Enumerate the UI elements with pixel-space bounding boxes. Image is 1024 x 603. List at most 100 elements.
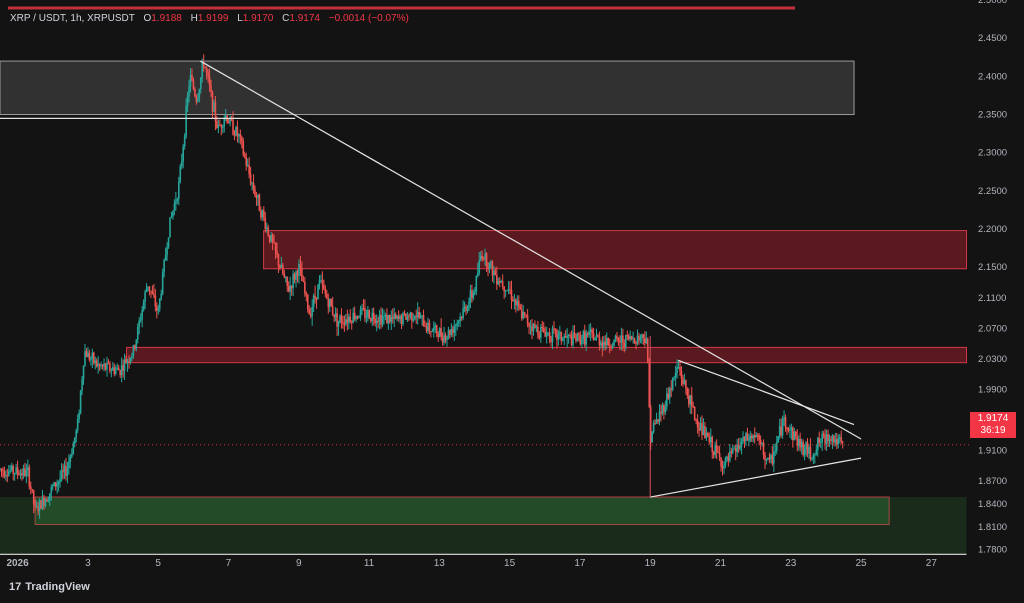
candle-body bbox=[633, 338, 636, 344]
candle-body bbox=[707, 432, 709, 437]
candle-body bbox=[425, 326, 428, 331]
candle-body bbox=[756, 434, 759, 436]
candle-body bbox=[682, 378, 684, 384]
candle-body bbox=[85, 351, 88, 358]
candle-body bbox=[781, 419, 784, 436]
candle-body bbox=[81, 379, 83, 391]
candle-body bbox=[91, 352, 94, 359]
candle-body bbox=[730, 451, 733, 454]
candle-body bbox=[173, 203, 176, 211]
candle-body bbox=[438, 328, 441, 338]
candle-body bbox=[515, 299, 517, 306]
candle-body bbox=[179, 166, 182, 182]
symbol-label[interactable]: XRP / USDT, 1h, XRPUSDT bbox=[10, 13, 135, 24]
candle-body bbox=[94, 360, 97, 363]
candle-body bbox=[721, 466, 724, 469]
candle-body bbox=[331, 306, 334, 315]
candle-body bbox=[689, 395, 692, 405]
candle-body bbox=[270, 235, 272, 242]
candle-body bbox=[469, 290, 472, 302]
candle-body bbox=[224, 115, 227, 119]
candle-body bbox=[701, 422, 703, 435]
candle-body bbox=[415, 316, 418, 318]
candle-body bbox=[812, 455, 815, 459]
candle-body bbox=[622, 335, 624, 344]
candle-body bbox=[197, 98, 199, 102]
candle-body bbox=[734, 448, 737, 452]
x-tick-label: 17 bbox=[574, 558, 586, 569]
candle-body bbox=[391, 316, 394, 319]
candle-body bbox=[268, 235, 271, 242]
candle-body bbox=[664, 406, 667, 413]
candle-body bbox=[44, 499, 47, 506]
candle-body bbox=[462, 308, 464, 319]
candle-body bbox=[16, 467, 19, 474]
candle-body bbox=[657, 419, 659, 422]
candle-body bbox=[227, 122, 230, 124]
candle-body bbox=[824, 435, 826, 444]
candle-body bbox=[292, 274, 294, 289]
candle-body bbox=[600, 342, 602, 346]
candle-body bbox=[339, 315, 341, 321]
candle-body bbox=[805, 442, 807, 449]
candle-body bbox=[157, 308, 160, 311]
candle-body bbox=[797, 439, 800, 446]
candle-body bbox=[610, 347, 612, 349]
candle-body bbox=[685, 380, 687, 389]
candle-body bbox=[217, 125, 220, 128]
candle-body bbox=[367, 310, 369, 317]
tradingview-brand[interactable]: 17 TradingView bbox=[9, 581, 90, 593]
candle-body bbox=[358, 317, 360, 319]
candle-body bbox=[838, 437, 841, 439]
candle-body bbox=[644, 338, 646, 344]
y-tick-label: 2.0700 bbox=[978, 323, 1007, 334]
candle-body bbox=[525, 314, 527, 316]
candle-body bbox=[397, 315, 400, 319]
candle-body bbox=[742, 436, 744, 442]
candle-body bbox=[304, 281, 306, 293]
candle-body bbox=[485, 253, 488, 267]
candle-body bbox=[271, 235, 274, 242]
candle-body bbox=[43, 497, 45, 506]
candle-body bbox=[686, 388, 689, 396]
high-label: H bbox=[190, 13, 198, 24]
candle-body bbox=[796, 437, 799, 446]
candle-body bbox=[31, 489, 34, 491]
candle-body bbox=[708, 436, 711, 442]
candle-body bbox=[611, 345, 614, 348]
candle-body bbox=[699, 422, 702, 431]
candle-body bbox=[378, 314, 381, 322]
candle-body bbox=[472, 292, 475, 299]
candle-body bbox=[282, 264, 284, 275]
candle-body bbox=[787, 429, 790, 431]
candle-body bbox=[35, 506, 38, 508]
candle-body bbox=[440, 328, 442, 337]
candle-body bbox=[47, 499, 50, 502]
candle-body bbox=[579, 335, 582, 345]
candle-body bbox=[532, 324, 535, 332]
candle-body bbox=[519, 306, 522, 310]
candle-body bbox=[709, 437, 712, 442]
candle-body bbox=[539, 326, 542, 338]
candle-body bbox=[806, 442, 809, 454]
candle-body bbox=[570, 335, 573, 345]
candle-body bbox=[355, 316, 357, 320]
candle-body bbox=[559, 332, 561, 334]
candle-body bbox=[63, 465, 66, 472]
candle-body bbox=[688, 395, 690, 405]
candle-body bbox=[226, 115, 228, 123]
candle-body bbox=[189, 74, 192, 87]
candle-body bbox=[488, 262, 491, 270]
candle-body bbox=[638, 335, 640, 341]
candle-body bbox=[830, 439, 832, 442]
candle-body bbox=[459, 316, 461, 321]
candle-body bbox=[73, 437, 76, 444]
candle-body bbox=[293, 274, 296, 280]
candle-body bbox=[136, 326, 139, 340]
y-tick-label: 2.3500 bbox=[978, 110, 1007, 121]
candle-body bbox=[434, 325, 437, 328]
candle-body bbox=[144, 291, 146, 303]
candle-body bbox=[582, 331, 585, 340]
